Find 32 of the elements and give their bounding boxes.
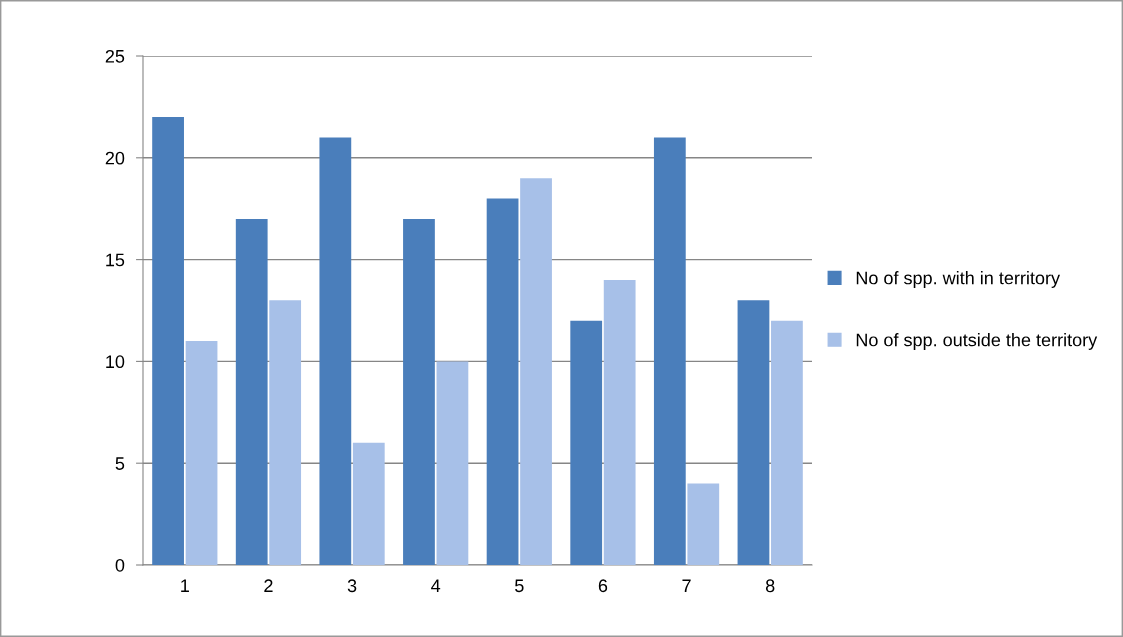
bar [319,137,352,565]
bar [352,442,385,565]
bar [486,198,519,565]
x-tick-label: 7 [682,579,691,592]
y-tick-label: 15 [106,253,125,267]
y-tick-label: 10 [106,355,125,369]
bar [771,320,803,565]
y-tick-label: 0 [115,558,125,572]
x-tick-label: 4 [431,579,441,592]
bar [570,320,603,565]
bar [603,279,636,565]
bar [403,218,435,565]
legend-label: No of spp. with in territory [856,271,1060,288]
x-tick-label: 5 [515,579,524,593]
bar [653,137,686,565]
bar [269,300,302,565]
y-tick-label: 20 [105,151,125,165]
bar [687,483,720,565]
bar [737,300,770,565]
y-tick-label: 25 [105,49,125,63]
x-tick-label: 3 [347,579,357,593]
bar [185,341,218,565]
bar [235,218,268,565]
x-tick-label: 2 [264,579,273,592]
x-tick-label: 6 [598,579,608,593]
bar [520,178,552,565]
y-tick-label: 5 [115,457,125,470]
x-tick-label: 8 [765,579,775,593]
legend-label: No of spp. outside the territory [856,333,1098,350]
bar [436,361,469,565]
bar [152,117,184,565]
x-tick-label: 1 [181,579,189,592]
